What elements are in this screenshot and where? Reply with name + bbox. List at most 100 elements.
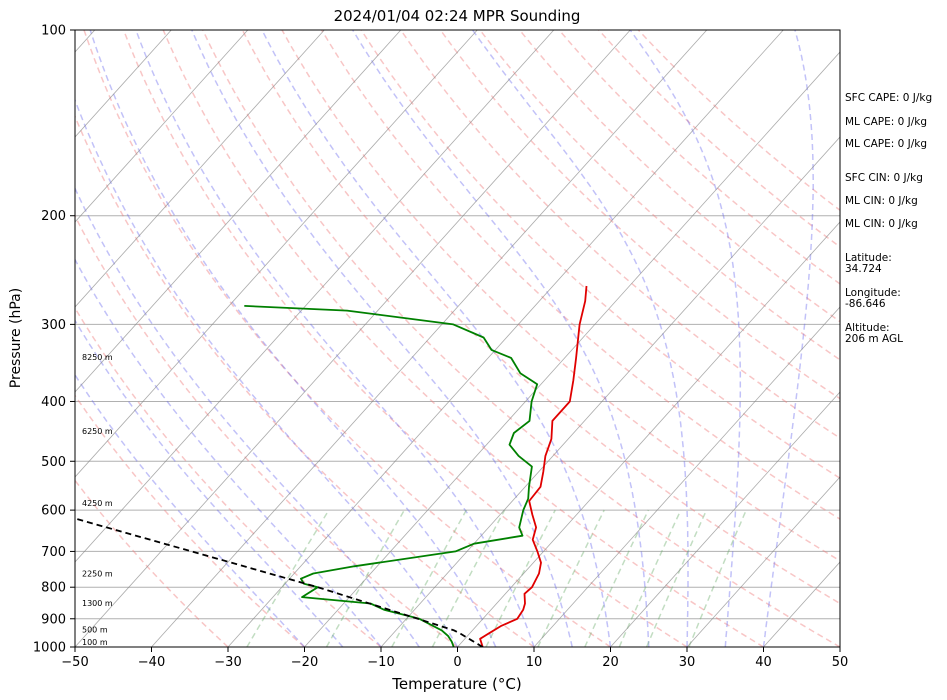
y-tick-label: 900 xyxy=(41,612,66,627)
moist-adiabat xyxy=(191,30,574,647)
moist-adiabat xyxy=(629,30,742,647)
isotherm xyxy=(75,30,325,308)
y-tick-label: 100 xyxy=(41,24,66,39)
longitude-value: -86.646 xyxy=(845,298,886,310)
height-label: 4250 m xyxy=(82,499,113,508)
ml-cin-text-2: ML CIN: 0 J/kg xyxy=(845,218,918,230)
y-tick-label: 700 xyxy=(41,545,66,560)
y-tick-label: 800 xyxy=(41,581,66,596)
dry-adiabat xyxy=(281,30,840,562)
x-axis-label: Temperature (°C) xyxy=(391,675,521,693)
sfc-cape-text: SFC CAPE: 0 J/kg xyxy=(845,92,933,104)
mixing-ratio-line xyxy=(537,509,605,647)
dry-adiabat xyxy=(122,30,688,647)
dry-adiabat xyxy=(75,306,382,647)
dry-adiabat xyxy=(75,214,458,647)
x-tick-label: 0 xyxy=(453,655,461,670)
moist-adiabat xyxy=(261,30,612,647)
dry-adiabat xyxy=(75,114,535,647)
y-tick-label: 600 xyxy=(41,504,66,519)
isotherm xyxy=(227,30,784,647)
isotherm xyxy=(75,30,478,478)
latitude-value: 34.724 xyxy=(845,263,882,275)
isotherm xyxy=(533,306,840,647)
height-label: 1300 m xyxy=(82,599,113,608)
x-tick-label: −40 xyxy=(138,655,165,670)
isotherm xyxy=(75,30,402,393)
dry-adiabat xyxy=(479,30,840,361)
x-tick-label: 10 xyxy=(526,655,543,670)
mixing-ratio-line xyxy=(391,509,467,647)
chart-title: 2024/01/04 02:24 MPR Sounding xyxy=(334,7,581,25)
temperature-profile xyxy=(479,285,588,647)
y-axis: 1000 900 800 700 600 500 400 300 200 100 xyxy=(33,24,75,656)
altitude-label: Altitude: xyxy=(845,322,890,334)
x-tick-label: −50 xyxy=(61,655,88,670)
dry-adiabat xyxy=(360,30,840,480)
isotherm xyxy=(304,51,840,647)
dry-adiabat xyxy=(83,30,611,647)
height-label: 2250 m xyxy=(82,570,113,579)
isotherm xyxy=(75,30,249,223)
moist-adiabats xyxy=(75,30,814,647)
mixing-ratio-line xyxy=(584,509,650,647)
height-label: 6250 m xyxy=(82,427,113,436)
dry-adiabat xyxy=(162,30,764,647)
dry-adiabat xyxy=(598,30,840,248)
mixing-ratio-line xyxy=(618,509,682,647)
y-tick-label: 500 xyxy=(41,455,66,470)
x-tick-label: 50 xyxy=(832,655,849,670)
moist-adiabat xyxy=(75,258,382,647)
ml-cape-text-2: ML CAPE: 0 J/kg xyxy=(845,138,928,150)
altitude-value: 206 m AGL xyxy=(845,333,903,345)
y-axis-label: Pressure (hPa) xyxy=(8,288,24,388)
mixing-ratio-line xyxy=(485,509,556,647)
x-tick-label: 40 xyxy=(755,655,772,670)
sfc-cin-text: SFC CIN: 0 J/kg xyxy=(845,172,923,184)
height-label: 500 m xyxy=(82,626,108,635)
y-tick-label: 400 xyxy=(41,395,66,410)
moist-adiabat xyxy=(762,30,814,647)
dry-adiabats xyxy=(75,30,840,647)
mixing-ratio-line xyxy=(431,509,506,647)
ml-cin-text: ML CIN: 0 J/kg xyxy=(845,195,918,207)
x-tick-label: 30 xyxy=(679,655,696,670)
x-tick-label: 20 xyxy=(602,655,619,670)
mixing-ratio-line xyxy=(325,509,405,647)
dry-adiabat xyxy=(320,30,840,521)
ml-cape-text: ML CAPE: 0 J/kg xyxy=(845,116,928,128)
isotherm xyxy=(610,391,840,647)
dry-adiabat xyxy=(637,30,840,212)
isotherm xyxy=(686,476,840,647)
x-tick-label: −20 xyxy=(291,655,318,670)
mixing-ratio-line xyxy=(688,509,747,647)
moist-adiabat xyxy=(75,186,420,647)
height-label: 100 m xyxy=(82,638,108,647)
moist-adiabat xyxy=(75,98,459,647)
isotherm xyxy=(457,221,840,647)
parcel-profile xyxy=(75,517,484,647)
x-axis: −50 −40 −30 −20 −10 0 10 20 30 40 50 xyxy=(61,647,848,670)
x-tick-label: −30 xyxy=(214,655,241,670)
moist-adiabat xyxy=(89,30,497,647)
dry-adiabat xyxy=(519,30,840,323)
profiles xyxy=(75,285,588,647)
isotherm xyxy=(75,30,555,563)
mixing-ratio-line xyxy=(645,509,708,647)
longitude-label: Longitude: xyxy=(845,287,901,299)
moist-adiabat xyxy=(471,30,689,647)
isotherm xyxy=(151,30,708,647)
latitude-label: Latitude: xyxy=(845,252,892,264)
height-label: 8250 m xyxy=(82,353,113,362)
x-tick-label: −10 xyxy=(367,655,394,670)
isotherm xyxy=(75,30,172,138)
mixing-ratio-lines xyxy=(246,509,747,647)
dry-adiabat xyxy=(75,479,229,647)
moist-adiabat xyxy=(352,30,650,647)
mixing-ratio-line xyxy=(246,509,330,647)
dry-adiabat xyxy=(202,30,840,647)
y-tick-label: 200 xyxy=(41,209,66,224)
background-lines xyxy=(75,30,840,647)
height-labels: 100 m 500 m 1300 m 2250 m 4250 m 6250 m 8250 m xyxy=(82,353,113,647)
